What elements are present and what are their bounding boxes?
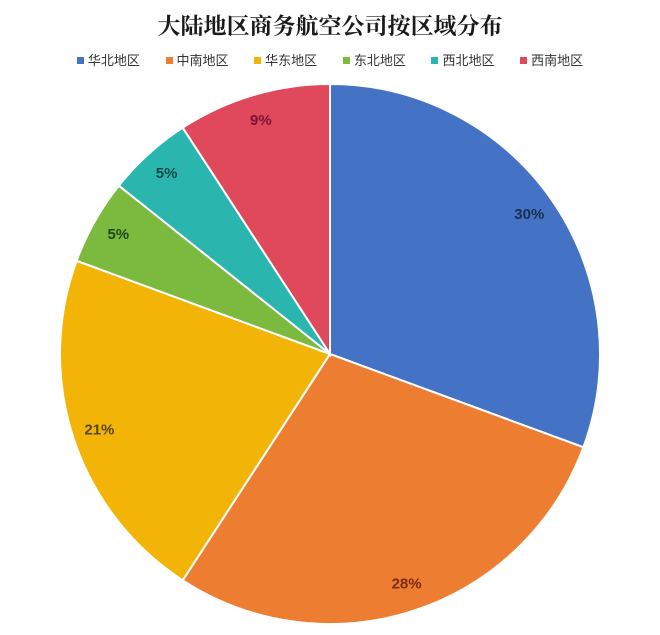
svg-text:30%: 30% [514, 206, 544, 223]
svg-text:9%: 9% [250, 112, 272, 129]
svg-text:21%: 21% [84, 422, 114, 439]
svg-text:5%: 5% [156, 165, 178, 182]
svg-text:5%: 5% [107, 226, 129, 243]
svg-text:28%: 28% [392, 576, 422, 593]
